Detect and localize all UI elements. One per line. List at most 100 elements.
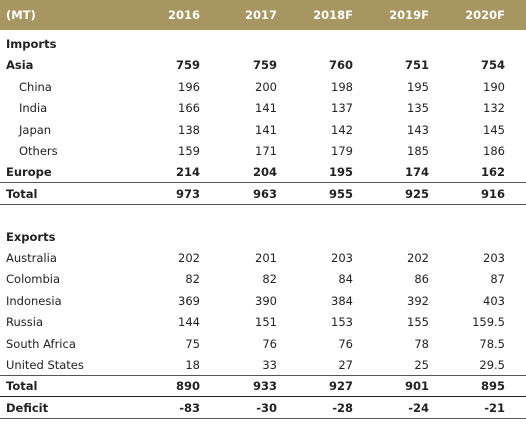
cell-label: Total xyxy=(6,186,38,201)
cell-value: 392 xyxy=(407,293,429,308)
cell-value: 27 xyxy=(338,358,353,372)
cell-label: Australia xyxy=(6,251,57,265)
cell-label: Total xyxy=(6,379,38,394)
cell-value: 25 xyxy=(414,358,429,372)
cell-value: 202 xyxy=(178,251,200,265)
cell-value: 195 xyxy=(407,79,429,94)
cell-value: 82 xyxy=(262,272,277,287)
cell-value: 973 xyxy=(175,186,200,201)
cell-value: 145 xyxy=(483,122,505,137)
cell-label: Russia xyxy=(6,315,43,330)
cell-value: 144 xyxy=(178,315,200,330)
cell-value: 179 xyxy=(331,144,353,158)
cell-value: 18 xyxy=(185,358,200,372)
cell-value: 86 xyxy=(414,272,429,287)
cell-value: 159.5 xyxy=(472,315,505,330)
cell-value: 2016 xyxy=(167,8,200,22)
cell-value: 141 xyxy=(255,122,277,137)
cell-value: 751 xyxy=(404,58,429,73)
cell-value: 138 xyxy=(178,122,200,137)
cell-value: 2017 xyxy=(244,8,277,22)
cell-value: 186 xyxy=(483,144,505,158)
cell-value: 200 xyxy=(255,79,277,94)
cell-value: -30 xyxy=(256,400,277,415)
cell-label: Exports xyxy=(6,229,56,244)
cell-value: 75 xyxy=(185,336,200,351)
cell-value: 390 xyxy=(255,293,277,308)
cell-label: Europe xyxy=(6,165,52,180)
rule xyxy=(0,204,526,205)
cell-value: -24 xyxy=(408,400,429,415)
cell-value: 29.5 xyxy=(479,358,505,372)
rule xyxy=(0,182,526,183)
cell-value: -21 xyxy=(484,400,505,415)
cell-value: 132 xyxy=(483,101,505,116)
cell-value: 933 xyxy=(252,379,277,394)
cell-value: -28 xyxy=(332,400,353,415)
cell-value: 901 xyxy=(404,379,429,394)
cell-value: 927 xyxy=(328,379,353,394)
cell-value: 204 xyxy=(252,165,277,180)
cell-value: -83 xyxy=(179,400,200,415)
cell-label: Others xyxy=(19,144,58,158)
cell-value: 159 xyxy=(178,144,200,158)
cell-value: 171 xyxy=(255,144,277,158)
cell-label: South Africa xyxy=(6,336,76,351)
cell-value: 190 xyxy=(483,79,505,94)
cell-value: 955 xyxy=(328,186,353,201)
cell-value: 196 xyxy=(178,79,200,94)
cell-label: Asia xyxy=(6,58,34,73)
cell-value: 195 xyxy=(328,165,353,180)
cell-value: 153 xyxy=(331,315,353,330)
cell-label: India xyxy=(19,101,48,116)
cell-value: 963 xyxy=(252,186,277,201)
cell-value: 78 xyxy=(414,336,429,351)
cell-label: United States xyxy=(6,358,84,372)
cell-label: Indonesia xyxy=(6,293,62,308)
cell-value: 890 xyxy=(175,379,200,394)
cell-value: 185 xyxy=(407,144,429,158)
cell-value: 2018F xyxy=(313,8,353,22)
cell-label: Imports xyxy=(6,37,57,51)
cell-value: 76 xyxy=(262,336,277,351)
cell-value: 384 xyxy=(331,293,353,308)
cell-value: 137 xyxy=(331,101,353,116)
cell-value: 198 xyxy=(331,79,353,94)
cell-value: 151 xyxy=(255,315,277,330)
cell-value: 162 xyxy=(480,165,505,180)
rule xyxy=(0,418,526,419)
cell-value: 214 xyxy=(175,165,200,180)
cell-label: (MT) xyxy=(6,8,36,22)
cell-value: 403 xyxy=(483,293,505,308)
cell-value: 84 xyxy=(338,272,353,287)
cell-value: 895 xyxy=(480,379,505,394)
cell-value: 87 xyxy=(490,272,505,287)
cell-value: 760 xyxy=(328,58,353,73)
cell-value: 82 xyxy=(185,272,200,287)
cell-value: 2019F xyxy=(389,8,429,22)
cell-value: 174 xyxy=(404,165,429,180)
cell-value: 155 xyxy=(407,315,429,330)
cell-value: 76 xyxy=(338,336,353,351)
cell-label: Japan xyxy=(19,122,52,137)
cell-value: 143 xyxy=(407,122,429,137)
rule xyxy=(0,396,526,397)
cell-value: 201 xyxy=(255,251,277,265)
cell-value: 33 xyxy=(262,358,277,372)
cell-value: 759 xyxy=(175,58,200,73)
header-bar xyxy=(0,0,526,30)
cell-label: Colombia xyxy=(6,272,61,287)
rule xyxy=(0,375,526,376)
cell-value: 78.5 xyxy=(479,336,505,351)
cell-value: 2020F xyxy=(465,8,505,22)
cell-value: 203 xyxy=(331,251,353,265)
cell-label: Deficit xyxy=(6,400,49,415)
cell-value: 759 xyxy=(252,58,277,73)
cell-value: 142 xyxy=(331,122,353,137)
cell-value: 166 xyxy=(178,101,200,116)
cell-value: 754 xyxy=(480,58,505,73)
cell-value: 925 xyxy=(404,186,429,201)
cell-label: China xyxy=(19,79,52,94)
cell-value: 202 xyxy=(407,251,429,265)
